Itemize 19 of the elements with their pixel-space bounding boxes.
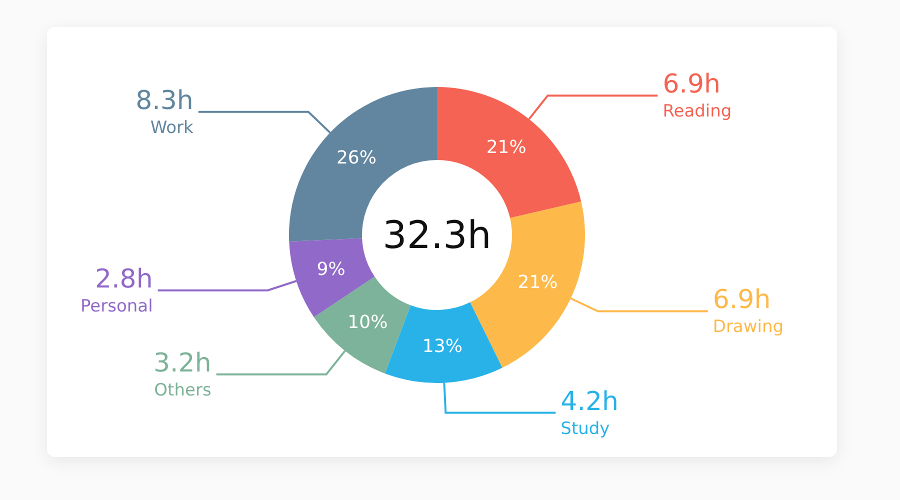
data-label: 6.9h [712,285,771,316]
data-label: 2.8h [94,264,153,294]
slice-label: Study [560,418,610,439]
text: 13% [422,336,462,357]
text: 32.3h [382,213,492,257]
slice-label: Reading [662,102,732,122]
data-label: 4.2h [560,386,618,417]
data-label: 3.2h [153,348,212,378]
data-label: 6.9h [662,70,721,100]
slice-label: Others [154,380,212,400]
slice-label: Work [150,118,194,138]
slice-label: Personal [80,296,153,316]
data-label: 8.3h [136,86,194,116]
text: 9% [316,259,346,280]
text: 21% [518,272,558,294]
slice-label: Drawing [712,317,784,338]
text: 10% [348,312,388,333]
text: 26% [336,147,376,168]
text: 21% [486,137,526,158]
